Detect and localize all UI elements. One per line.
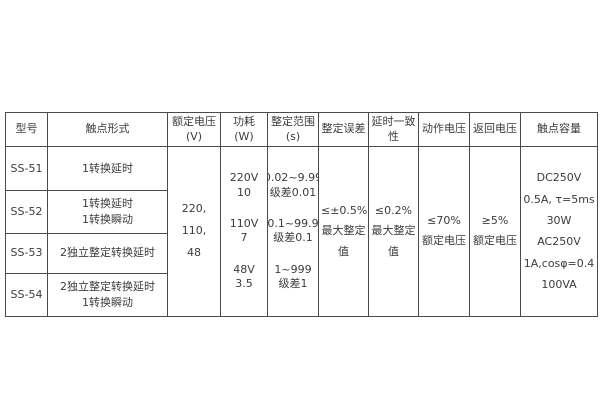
header-rated-voltage: 额定电压 (V): [167, 112, 221, 147]
model-cell: SS-53: [5, 232, 48, 275]
model-cell: SS-52: [5, 189, 48, 234]
header-setting-range: 整定范围 (s): [267, 112, 319, 147]
relay-spec-table: 型号 触点形式 额定电压 (V) 功耗 (W) 整定范围 (s) 整定误差 延时…: [5, 112, 598, 317]
model-cell: SS-54: [5, 273, 48, 317]
contact-form-cell: 1转换延时: [47, 146, 168, 191]
range-value-2: 0.1~99.9 级差0.1: [267, 217, 319, 245]
action-voltage-cell: ≤70% 额定电压: [418, 146, 470, 317]
header-row: 型号 触点形式 额定电压 (V) 功耗 (W) 整定范围 (s) 整定误差 延时…: [5, 112, 598, 147]
contact-form-cell: 1转换延时 1转换瞬动: [47, 189, 168, 234]
table-row-ss-51: SS-51 1转换延时 220, 110, 48 220V 10 110V 7 …: [5, 146, 598, 317]
rated-voltage-cell: 220, 110, 48: [167, 146, 221, 317]
model-cell: SS-51: [5, 146, 48, 191]
setting-range-cell: 0.02~9.99 级差0.01 0.1~99.9 级差0.1 1~999 级差…: [267, 146, 319, 317]
power-value-48v: 48V 3.5: [233, 262, 255, 291]
power-consumption-blocks: 220V 10 110V 7 48V 3.5: [223, 163, 265, 300]
delay-consistency-cell: ≤0.2% 最大整定 值: [368, 146, 419, 317]
return-voltage-cell: ≥5% 额定电压: [469, 146, 521, 317]
power-value-220v: 220V 10: [229, 171, 259, 199]
contact-form-cell: 2独立整定转换延时 1转换瞬动: [47, 273, 168, 317]
header-action-voltage: 动作电压: [418, 112, 470, 147]
header-model: 型号: [5, 112, 48, 147]
table-row-ss-54: SS-54 2独立整定转换延时 1转换瞬动: [5, 273, 598, 317]
power-consumption-cell: 220V 10 110V 7 48V 3.5: [220, 146, 268, 317]
contact-capacity-cell: DC250V 0.5A, τ=5ms 30W AC250V 1A,cosφ=0.…: [520, 146, 598, 317]
header-delay-consistency: 延时一致 性: [368, 112, 419, 147]
contact-form-cell: 2独立整定转换延时: [47, 232, 168, 275]
header-setting-error: 整定误差: [318, 112, 369, 147]
power-value-110v: 110V 7: [229, 217, 259, 245]
header-contact-capacity: 触点容量: [520, 112, 598, 147]
setting-error-cell: ≤±0.5% 最大整定 值: [318, 146, 369, 317]
setting-range-blocks: 0.02~9.99 级差0.01 0.1~99.9 级差0.1 1~999 级差…: [267, 163, 319, 300]
range-value-3: 1~999 级差1: [274, 262, 312, 291]
header-power-consumption: 功耗 (W): [220, 112, 268, 147]
header-contact-form: 触点形式: [47, 112, 168, 147]
table-row-ss-52: SS-52 1转换延时 1转换瞬动: [5, 189, 598, 234]
header-return-voltage: 返回电压: [469, 112, 521, 147]
table-row-ss-53: SS-53 2独立整定转换延时: [5, 232, 598, 275]
range-value-1: 0.02~9.99 级差0.01: [269, 171, 318, 199]
